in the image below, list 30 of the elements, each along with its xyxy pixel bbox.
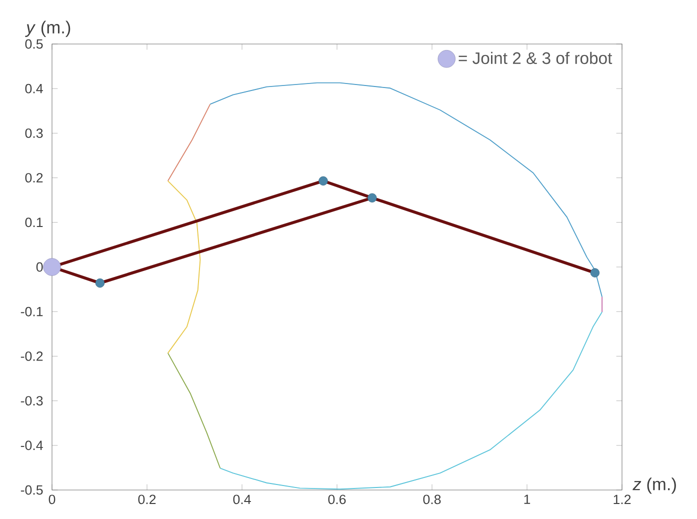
legend-label: = Joint 2 & 3 of robot [458,52,612,64]
line-series [220,312,603,490]
y-tick-label: 0.5 [25,39,43,49]
y-tick-label: 0.4 [25,84,43,94]
y-tick-label: 0 [36,262,43,272]
x-tick-label: 1.2 [614,494,631,504]
line-series [167,180,201,354]
x-tick-label: 0.2 [138,494,156,504]
x-axis-title: z (m.) [632,478,676,494]
y-tick-label: 0.3 [25,128,43,138]
line-series [210,82,603,298]
y-tick-label: -0.5 [20,485,43,495]
x-tick-label: 0.6 [328,494,346,504]
y-tick-label: -0.4 [20,440,43,450]
y-tick-label: -0.3 [20,396,43,406]
y-tick-label: 0.1 [25,218,43,228]
x-tick-label: 1 [524,494,530,504]
point [95,278,105,288]
y-axis-title: y (m.) [25,20,70,37]
x-tick-label: 0.4 [233,494,251,504]
point [590,268,600,278]
x-tick-label: 0.8 [423,494,441,504]
point [43,258,61,276]
y-tick-label: -0.2 [20,351,43,361]
y-tick-label: -0.1 [20,306,43,316]
y-tick-label: 0.2 [25,173,43,183]
point [368,193,377,202]
line-series [167,352,221,469]
x-tick-label: 0 [48,494,56,504]
point [318,176,328,186]
